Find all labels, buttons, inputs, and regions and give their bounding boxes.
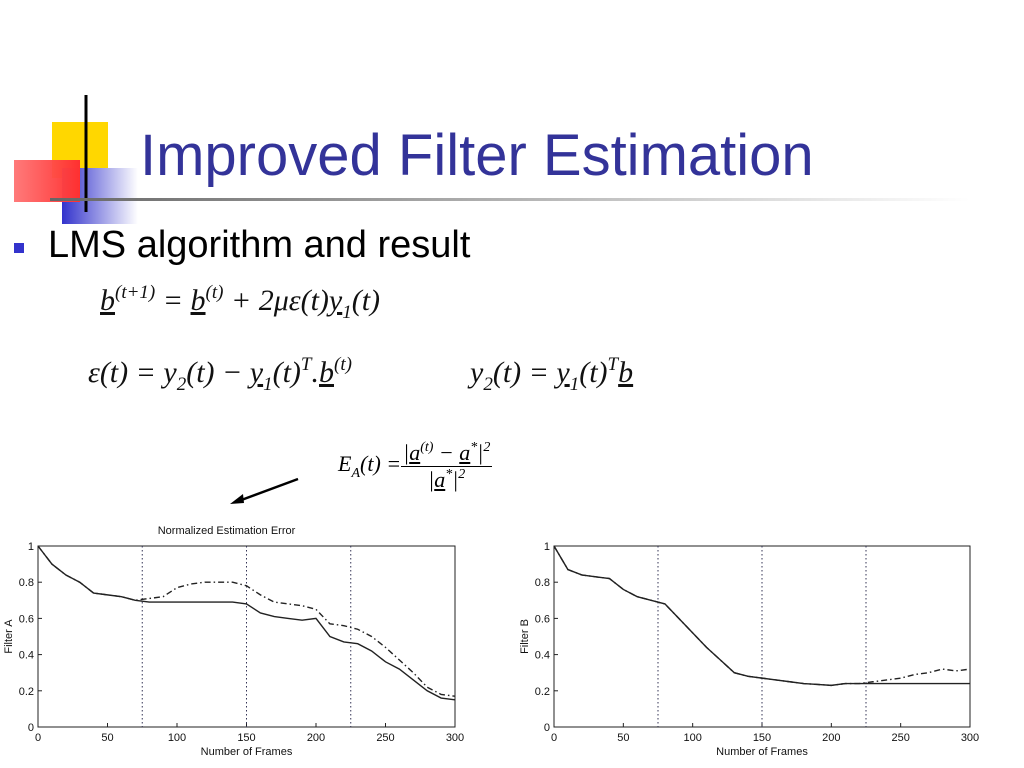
math-token: (t) = [360, 451, 402, 476]
x-axis-label: Number of Frames [716, 746, 808, 758]
y-axis-label: Filter A [3, 619, 15, 654]
x-tick-label: 250 [891, 732, 909, 744]
math-token: (t) [420, 440, 434, 455]
math-token: T [607, 354, 619, 375]
math-token: E [338, 451, 352, 476]
x-tick-label: 200 [307, 732, 325, 744]
y-tick-label: 0.2 [535, 686, 550, 698]
title-rule [50, 198, 970, 201]
math-token: * [470, 440, 478, 455]
formula-lhs: EA(t) = [338, 451, 401, 482]
math-token: = [155, 284, 191, 317]
math-token: y [556, 356, 570, 389]
y-tick-label: 0.8 [19, 577, 34, 589]
chart-title: Normalized Estimation Error [158, 525, 296, 537]
math-token: 2 [483, 440, 491, 455]
math-token: (t) − [186, 356, 250, 389]
math-token: a [409, 440, 421, 465]
math-token: b [190, 284, 206, 317]
math-token: + 2με(t) [223, 284, 329, 317]
math-token: . [311, 356, 320, 389]
y-tick-label: 0.4 [19, 650, 34, 662]
math-token: ε(t) = y [88, 356, 177, 389]
fraction: |a(t) − a*|2 |a*|2 [401, 440, 493, 493]
y-tick-label: 0 [28, 722, 34, 734]
numerator: |a(t) − a*|2 [401, 440, 493, 467]
math-token: | [477, 440, 484, 465]
equation: ε(t) = y2(t) − y1(t)T.b(t) [88, 354, 352, 396]
math-token: y [249, 356, 264, 389]
math-token: 2 [458, 467, 466, 482]
x-tick-label: 100 [168, 732, 186, 744]
x-tick-label: 150 [237, 732, 255, 744]
math-token: (t) [351, 284, 381, 317]
math-token: b [100, 284, 115, 317]
x-tick-label: 0 [551, 732, 557, 744]
denominator: |a*|2 [428, 467, 465, 493]
plot-frame [37, 545, 456, 728]
math-token: (t) [272, 356, 301, 389]
math-token: 2 [483, 374, 493, 395]
slide-title: Improved Filter Estimation [140, 123, 814, 188]
x-tick-label: 200 [822, 732, 840, 744]
x-tick-label: 100 [683, 732, 701, 744]
x-tick-label: 300 [446, 732, 464, 744]
data-line [37, 545, 456, 701]
data-line [37, 545, 456, 697]
x-tick-label: 50 [101, 732, 113, 744]
math-token: | [428, 467, 435, 492]
arrow [235, 477, 299, 504]
math-token: (t) [579, 356, 608, 389]
y-tick-label: 0 [544, 722, 550, 734]
x-axis-label: Number of Frames [201, 746, 293, 758]
y-axis-label: Filter B [519, 619, 531, 654]
x-tick-label: 300 [961, 732, 979, 744]
error-formula: EA(t) = |a(t) − a*|2 |a*|2 [338, 440, 493, 493]
arrow-head [230, 494, 244, 504]
x-tick-label: 250 [376, 732, 394, 744]
equation: b(t+1) = b(t) + 2με(t)y1(t) [100, 282, 380, 324]
math-token: A [351, 466, 361, 481]
bullet-text: LMS algorithm and result [48, 224, 471, 266]
math-token: b [618, 356, 634, 389]
x-tick-label: 150 [753, 732, 771, 744]
math-token: b [319, 356, 334, 389]
math-token: 1 [569, 374, 580, 395]
y-tick-label: 0.6 [535, 613, 550, 625]
math-token: a [459, 440, 471, 465]
math-token: 1 [263, 374, 273, 395]
math-token: y [470, 356, 484, 389]
math-token: y [328, 284, 343, 317]
math-token: T [300, 354, 312, 375]
math-token: | [452, 467, 459, 492]
x-tick-label: 50 [617, 732, 629, 744]
y-tick-label: 0.6 [19, 613, 34, 625]
math-token: a [434, 467, 446, 492]
math-token: 1 [342, 302, 352, 323]
math-token: 2 [176, 374, 187, 395]
math-token: | [403, 440, 410, 465]
y-tick-label: 0.4 [535, 650, 550, 662]
math-token: − [433, 440, 460, 465]
math-token: (t) = [492, 356, 557, 389]
y-tick-label: 0.8 [535, 577, 550, 589]
math-token: (t) [334, 354, 352, 375]
x-tick-label: 0 [35, 732, 41, 744]
y-tick-label: 1 [544, 541, 550, 553]
bullet-marker [14, 243, 24, 253]
y-tick-label: 1 [28, 541, 34, 553]
plot-frame [553, 545, 971, 728]
equation: y2(t) = y1(t)Tb [470, 354, 633, 396]
math-token: (t+1) [115, 282, 156, 303]
math-token: * [445, 467, 453, 482]
data-line [553, 545, 971, 687]
y-tick-label: 0.2 [19, 686, 34, 698]
logo-square [14, 160, 80, 202]
math-token: (t) [205, 282, 224, 303]
